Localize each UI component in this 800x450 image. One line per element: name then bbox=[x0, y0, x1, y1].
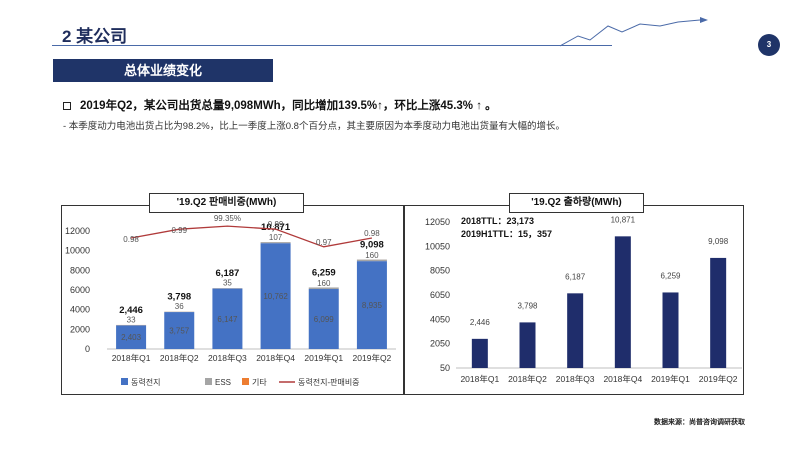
shipment-chart: 50 2050 4050 6050 8050 10050 12050 2,446 2018年Q1… bbox=[425, 215, 742, 384]
section-title: 2 某公司 bbox=[62, 27, 128, 46]
total-value-label: 6,187 bbox=[216, 268, 240, 279]
y-tick-label: 10050 bbox=[425, 241, 450, 251]
shipment-chart-title: '19.Q2 출하량(MWh) bbox=[509, 193, 644, 213]
shipment-value-label: 3,798 bbox=[517, 301, 538, 310]
shipment-value-label: 2,446 bbox=[470, 318, 491, 327]
page-number-badge: 3 bbox=[758, 34, 780, 56]
y-tick-label: 2050 bbox=[430, 339, 450, 349]
x-tick-label: 2019年Q2 bbox=[353, 353, 392, 363]
legend-label: 기타 bbox=[252, 378, 267, 387]
ratio-value-label: 0.98 bbox=[364, 229, 380, 238]
shipment-bar bbox=[710, 257, 727, 368]
legend-label: 동력전지-판매비중 bbox=[298, 377, 360, 387]
bar-segment-0 bbox=[212, 288, 243, 349]
x-tick-label: 2018年Q4 bbox=[603, 374, 642, 384]
shipment-value-label: 6,259 bbox=[660, 271, 681, 280]
power-value-label: 10,762 bbox=[263, 292, 288, 301]
summary-headline: 2019年Q2，某公司出货总量9,098MWh，同比增加139.5%↑，环比上涨… bbox=[80, 100, 497, 112]
legend-label: 동력전지 bbox=[131, 377, 160, 387]
y-tick-label: 4050 bbox=[430, 314, 450, 324]
y-tick-label: 12050 bbox=[425, 217, 450, 227]
ess-value-label: 35 bbox=[223, 279, 232, 288]
y-tick-label: 10000 bbox=[65, 246, 90, 256]
x-tick-label: 2018年Q1 bbox=[460, 374, 499, 384]
data-source: 数据来源：尚普咨询调研获取 bbox=[654, 419, 745, 426]
header-divider bbox=[52, 45, 612, 46]
shipment-value-label: 10,871 bbox=[611, 215, 636, 224]
y-tick-label: 0 bbox=[85, 344, 90, 354]
shipment-bar bbox=[519, 322, 536, 368]
bar-segment-0 bbox=[164, 312, 195, 349]
shipment-bar bbox=[662, 292, 679, 368]
shipment-bar bbox=[567, 293, 584, 368]
x-tick-label: 2018年Q2 bbox=[160, 353, 199, 363]
y-tick-label: 6000 bbox=[70, 285, 90, 295]
total-value-label: 6,259 bbox=[312, 267, 336, 278]
y-tick-label: 12000 bbox=[65, 226, 90, 236]
y-tick-label: 2000 bbox=[70, 324, 90, 334]
ess-value-label: 160 bbox=[317, 279, 331, 288]
y-tick-label: 6050 bbox=[430, 290, 450, 300]
power-value-label: 2,403 bbox=[121, 333, 142, 342]
x-tick-label: 2019年Q1 bbox=[651, 374, 690, 384]
power-value-label: 3,757 bbox=[169, 327, 190, 336]
bar-segment-1 bbox=[356, 259, 387, 262]
legend-label: ESS bbox=[215, 378, 231, 387]
y-tick-label: 50 bbox=[440, 363, 450, 373]
x-tick-label: 2018年Q4 bbox=[256, 353, 295, 363]
total-value-label: 2,446 bbox=[119, 305, 143, 316]
bar-segment-0 bbox=[308, 289, 339, 349]
summary-note: - 本季度动力电池出货占比为98.2%，比上一季度上涨0.8个百分点，其主要原因… bbox=[63, 121, 565, 132]
ess-value-label: 36 bbox=[175, 302, 184, 311]
shipment-bar bbox=[614, 236, 631, 368]
shipment-bar bbox=[471, 338, 488, 368]
legend-swatch-2 bbox=[242, 378, 249, 385]
bar-segment-0 bbox=[116, 325, 147, 349]
ess-value-label: 160 bbox=[365, 251, 379, 260]
power-value-label: 8,935 bbox=[362, 301, 383, 310]
legend-swatch-1 bbox=[205, 378, 212, 385]
ratio-value-label: 0.99 bbox=[171, 226, 187, 235]
total-value-label: 10,871 bbox=[261, 222, 291, 233]
ratio-value-label: 99.35% bbox=[214, 214, 241, 223]
shipment-value-label: 9,098 bbox=[708, 237, 729, 246]
ttl-2018-annotation: 2018TTL：23,173 bbox=[461, 216, 535, 226]
ess-value-label: 33 bbox=[127, 315, 136, 324]
ttl-2019h1-annotation: 2019H1TTL：15，357 bbox=[461, 229, 553, 239]
bar-segment-0 bbox=[356, 261, 387, 349]
ess-value-label: 107 bbox=[269, 233, 283, 242]
x-tick-label: 2019年Q2 bbox=[699, 374, 738, 384]
ratio-value-label: 0.98 bbox=[123, 235, 139, 244]
total-value-label: 3,798 bbox=[167, 292, 191, 303]
bullet-square bbox=[63, 102, 71, 110]
y-tick-label: 8000 bbox=[70, 265, 90, 275]
power-value-label: 6,147 bbox=[217, 315, 238, 324]
power-value-label: 6,099 bbox=[314, 315, 335, 324]
ratio-line bbox=[130, 225, 373, 248]
sales-share-chart-title: '19.Q2 판매비중(MWh) bbox=[149, 193, 304, 213]
bar-segment-1 bbox=[260, 242, 291, 244]
ratio-value-label: 0.99 bbox=[268, 220, 284, 229]
x-tick-label: 2018年Q3 bbox=[556, 374, 595, 384]
x-tick-label: 2018年Q3 bbox=[208, 353, 247, 363]
bar-segment-0 bbox=[260, 243, 291, 349]
legend-swatch-0 bbox=[121, 378, 128, 385]
x-tick-label: 2019年Q1 bbox=[304, 353, 343, 363]
ratio-value-label: 0.97 bbox=[316, 238, 332, 247]
section-banner: 总体业绩变化 bbox=[53, 59, 273, 82]
x-tick-label: 2018年Q1 bbox=[112, 353, 151, 363]
bar-segment-1 bbox=[308, 287, 339, 290]
total-value-label: 9,098 bbox=[360, 240, 384, 251]
trend-arrow-decoration bbox=[560, 17, 708, 47]
shipment-value-label: 6,187 bbox=[565, 272, 586, 281]
sales-share-chart: 0 2000 4000 6000 8000 10000 12000 2,403 332,446 2… bbox=[65, 214, 396, 387]
x-tick-label: 2018年Q2 bbox=[508, 374, 547, 384]
y-tick-label: 4000 bbox=[70, 305, 90, 315]
y-tick-label: 8050 bbox=[430, 266, 450, 276]
